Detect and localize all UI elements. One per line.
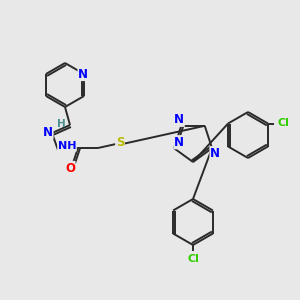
Text: N: N	[210, 147, 220, 160]
Text: H: H	[57, 119, 65, 129]
Text: N: N	[78, 68, 88, 80]
Text: N: N	[174, 136, 184, 149]
Text: N: N	[174, 113, 184, 126]
Text: N: N	[43, 125, 53, 139]
Text: NH: NH	[58, 141, 76, 151]
Text: S: S	[116, 136, 124, 148]
Text: O: O	[65, 161, 75, 175]
Text: Cl: Cl	[278, 118, 290, 128]
Text: Cl: Cl	[187, 254, 199, 264]
